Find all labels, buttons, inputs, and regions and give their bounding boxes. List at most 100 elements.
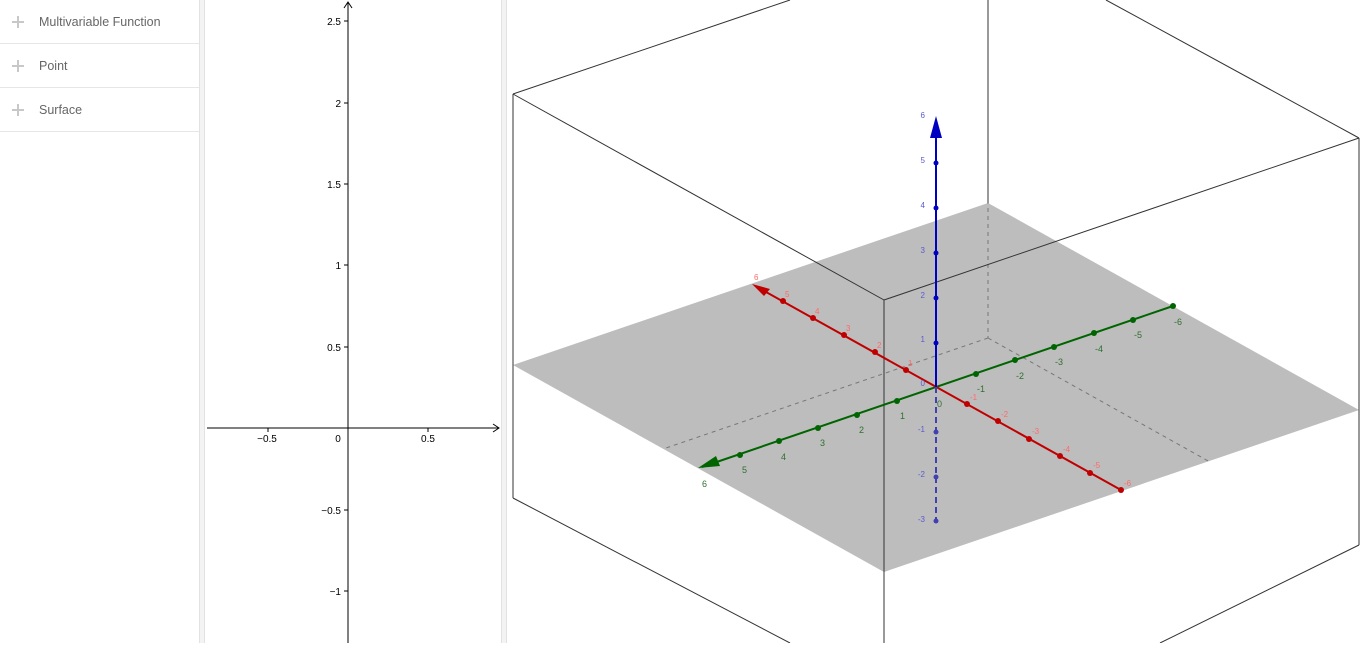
- y-axis-point: [1170, 303, 1176, 309]
- y-tick-label: 0.5: [327, 343, 341, 354]
- z-axis-points: [933, 160, 939, 524]
- x-axis-label: 5: [785, 290, 790, 299]
- box-edge: [1159, 544, 1360, 644]
- y-tick-label: 1.5: [327, 180, 341, 191]
- x-axis-label: -5: [1093, 461, 1101, 470]
- x-axis-arrow: [752, 284, 770, 296]
- x-tick-label: 0: [335, 434, 341, 445]
- z-axis-label: 6: [921, 111, 926, 120]
- graphics-3d-canvas[interactable]: 6 5 4 3 2 1 0 -1 -2 -3 -4 -5 -6: [509, 0, 1366, 644]
- y-tick-label: 2: [335, 99, 341, 110]
- x-tick-label: −0.5: [257, 434, 277, 445]
- z-axis-point: [933, 205, 939, 211]
- y-axis-label: 0: [937, 399, 942, 409]
- z-axis-point: [933, 474, 939, 480]
- x-axis-arrow: [492, 423, 500, 433]
- sidebar-item-label: Surface: [39, 102, 83, 117]
- x-axis-point: [810, 315, 816, 321]
- y-axis-point: [815, 425, 821, 431]
- expand-icon[interactable]: [12, 103, 24, 116]
- sidebar-item-surface[interactable]: Surface: [0, 88, 199, 132]
- y-axis-point: [1130, 317, 1136, 323]
- y-axis-label: 2: [859, 425, 864, 435]
- z-axis-point: [933, 340, 939, 346]
- box-edge: [1105, 0, 1360, 139]
- y-axis-points: [737, 303, 1176, 458]
- x-axis-label: -3: [1032, 427, 1040, 436]
- y-axis-point: [737, 452, 743, 458]
- y-axis-label: 3: [820, 438, 825, 448]
- sidebar-item-label: Multivariable Function: [39, 14, 161, 29]
- graphics-view-2d[interactable]: −0.5 0 0.5 2.5 2 1.5 1 0.5 −0.5 −1: [207, 0, 501, 643]
- box-edge: [512, 497, 791, 644]
- y-axis-point: [776, 438, 782, 444]
- graphics-view-3d[interactable]: 6 5 4 3 2 1 0 -1 -2 -3 -4 -5 -6: [509, 0, 1366, 644]
- y-tick-label: −1: [330, 587, 342, 598]
- z-axis-point: [933, 295, 939, 301]
- z-axis-label: 1: [921, 335, 926, 344]
- z-axis-point: [933, 250, 939, 256]
- x-axis-label: 2: [877, 341, 882, 350]
- y-axis-label: -4: [1095, 344, 1103, 354]
- x-axis-point: [1118, 487, 1124, 493]
- graphics-2d-canvas[interactable]: −0.5 0 0.5 2.5 2 1.5 1 0.5 −0.5 −1: [207, 0, 501, 643]
- x-axis-label: 6: [754, 273, 759, 282]
- box-edge-hidden: [987, 337, 1211, 463]
- x-axis-points: [780, 298, 1124, 493]
- x-axis-point: [964, 401, 970, 407]
- y-axis-label: 5: [742, 465, 747, 475]
- x-axis-point: [780, 298, 786, 304]
- z-axis-label: -2: [918, 470, 926, 479]
- z-axis-label: 5: [921, 156, 926, 165]
- y-axis-label: -5: [1134, 330, 1142, 340]
- expand-icon[interactable]: [12, 59, 24, 72]
- y-axis-label: -3: [1055, 357, 1063, 367]
- z-axis-point: [933, 429, 939, 435]
- x-axis-point: [841, 332, 847, 338]
- x-axis-point: [903, 367, 909, 373]
- box-edge: [883, 137, 1360, 301]
- sidebar-item-label: Point: [39, 58, 68, 73]
- x-axis-label: -4: [1063, 445, 1071, 454]
- y-axis-label: 1: [900, 411, 905, 421]
- y-axis-arrow: [698, 456, 720, 468]
- x-axis-point: [995, 418, 1001, 424]
- y-axis-point: [1051, 344, 1057, 350]
- x-axis-label: 3: [846, 324, 851, 333]
- z-axis-label: -3: [918, 515, 926, 524]
- sidebar-item-multivariable-function[interactable]: Multivariable Function: [0, 0, 199, 44]
- box-edge: [512, 93, 885, 301]
- y-axis-label: -1: [977, 384, 985, 394]
- z-axis-arrow: [930, 116, 942, 138]
- y-axis-label: -2: [1016, 371, 1024, 381]
- box-edge-hidden: [665, 337, 989, 449]
- x-tick-label: 0.5: [421, 434, 435, 445]
- x-axis-label: 4: [815, 307, 820, 316]
- z-axis-label: 3: [921, 246, 926, 255]
- z-axis-label: 2: [921, 291, 926, 300]
- z-axis-label: 0: [921, 379, 926, 388]
- panel-splitter-left[interactable]: [199, 0, 205, 643]
- y-axis-point: [973, 371, 979, 377]
- x-axis-point: [872, 349, 878, 355]
- y-axis-point: [894, 398, 900, 404]
- y-tick-label: 2.5: [327, 17, 341, 28]
- x-axis-label: -1: [970, 393, 978, 402]
- x-axis-point: [1026, 436, 1032, 442]
- expand-icon[interactable]: [12, 15, 24, 28]
- y-axis-point: [1091, 330, 1097, 336]
- sidebar-item-point[interactable]: Point: [0, 44, 199, 88]
- y-axis-arrow: [343, 1, 353, 9]
- z-axis-point: [933, 518, 939, 524]
- z-axis-label: 4: [921, 201, 926, 210]
- z-axis-labels: 6 5 4 3 2 1 0 -1 -2 -3: [918, 111, 926, 524]
- x-axis-label: -6: [1124, 479, 1132, 488]
- y-axis-point: [854, 412, 860, 418]
- y-axis-labels: 6 5 4 3 2 1 0 -1 -2 -3 -4 -5 -6: [702, 317, 1182, 489]
- x-axis-label: -2: [1001, 410, 1009, 419]
- x-axis-point: [1087, 470, 1093, 476]
- panel-splitter-right[interactable]: [501, 0, 507, 643]
- z-axis-point: [933, 160, 939, 166]
- y-axis-label: 4: [781, 452, 786, 462]
- x-axis-point: [1057, 453, 1063, 459]
